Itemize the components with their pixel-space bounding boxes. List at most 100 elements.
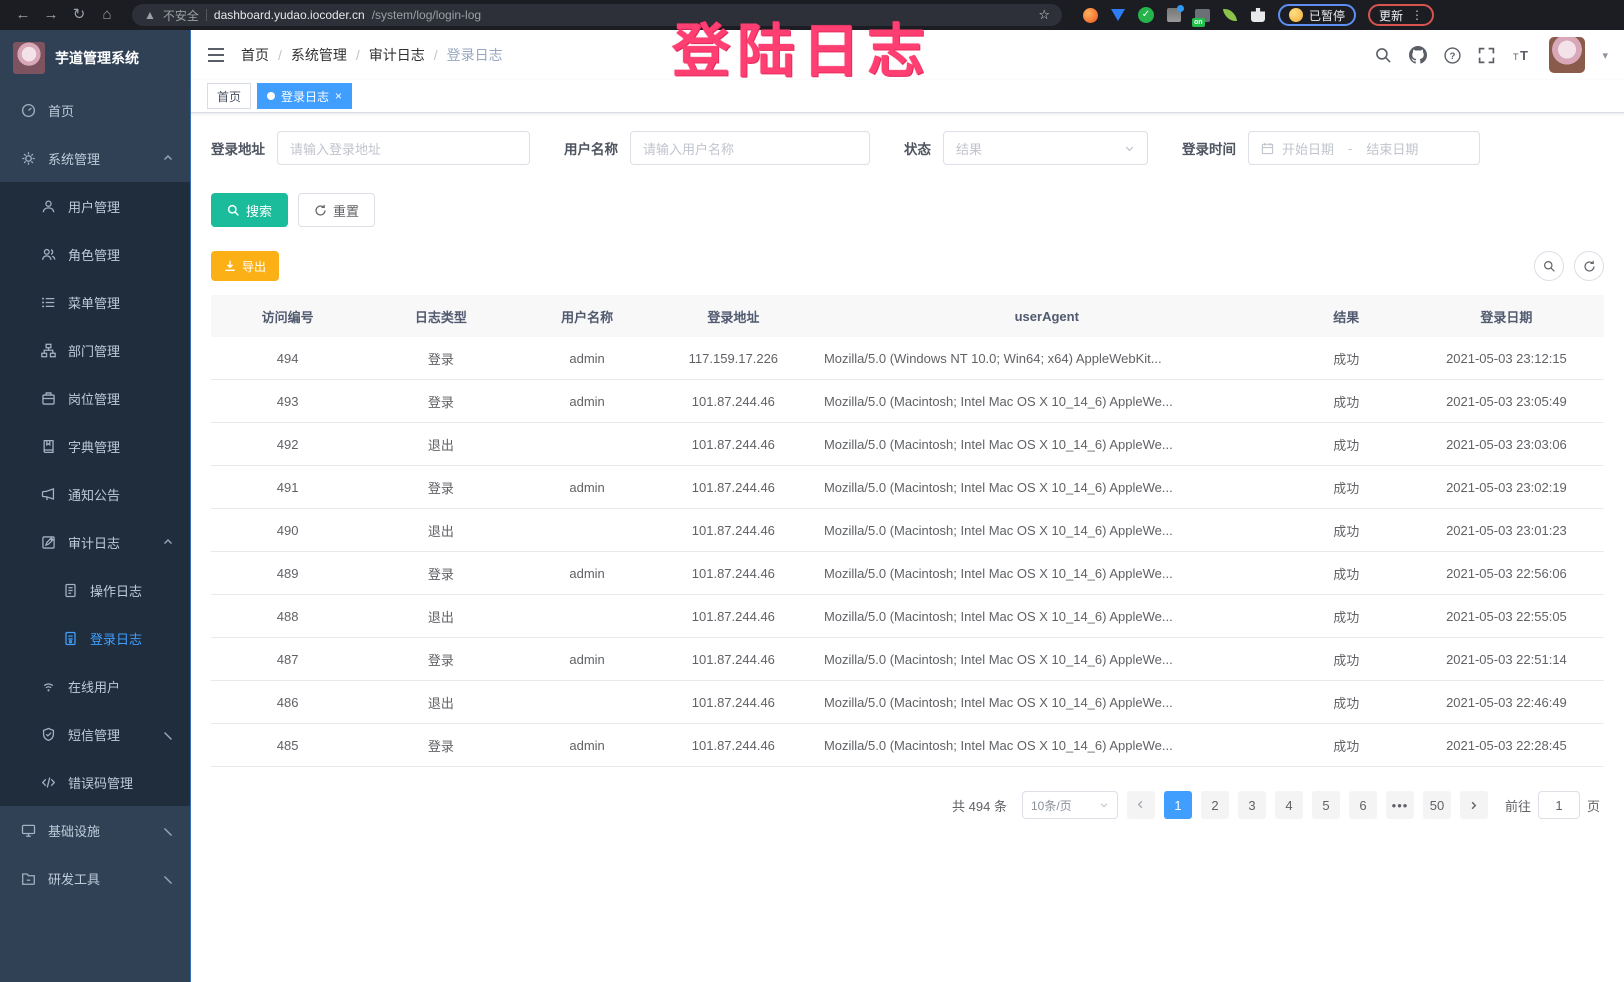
toggle-search-button[interactable] xyxy=(1534,251,1564,281)
page-button-4[interactable]: 4 xyxy=(1274,791,1303,819)
browser-back-button[interactable]: ← xyxy=(15,6,31,23)
github-icon[interactable] xyxy=(1409,46,1428,64)
sidebar-item-online-users[interactable]: 在线用户 xyxy=(0,662,190,710)
sidebar-item-dept-management[interactable]: 部门管理 xyxy=(0,326,190,374)
tag-close-icon[interactable]: × xyxy=(335,89,343,103)
badge-icon xyxy=(40,390,56,406)
table-cell: 成功 xyxy=(1333,738,1360,754)
sidebar-item-dict-management[interactable]: 字典管理 xyxy=(0,422,190,470)
sidebar-item-dev-tools[interactable]: 研发工具 xyxy=(0,854,190,902)
refresh-button[interactable] xyxy=(1574,251,1604,281)
login-address-input[interactable]: 请输入登录地址 xyxy=(277,131,530,165)
tag-active[interactable]: 登录日志 × xyxy=(257,83,353,109)
prev-page-button[interactable] xyxy=(1126,791,1155,819)
table-row: 488 退出 101.87.244.46 Mozilla/5.0 (Macintosh… xyxy=(211,595,1604,638)
export-button[interactable]: 导出 xyxy=(211,251,280,281)
sidebar-item-label: 在线用户 xyxy=(68,679,121,695)
extension-leaf-icon[interactable] xyxy=(1222,7,1238,23)
user-avatar[interactable] xyxy=(1549,37,1586,73)
sidebar-item-label: 登录日志 xyxy=(90,631,143,647)
table-row: 492 退出 101.87.244.46 Mozilla/5.0 (Macintosh… xyxy=(211,423,1604,466)
sidebar-item-audit-log[interactable]: 审计日志 xyxy=(0,518,190,566)
page-button-1[interactable]: 1 xyxy=(1163,791,1192,819)
extension-grid-icon[interactable] xyxy=(1166,7,1182,23)
pagination-total: 共 494 条 xyxy=(952,798,1007,814)
table-cell: 登录 xyxy=(427,566,454,582)
table-cell: 487 xyxy=(276,651,299,667)
browser-profile-paused-pill[interactable]: 已暂停 xyxy=(1278,4,1357,26)
next-page-button[interactable] xyxy=(1459,791,1488,819)
sidebar-item-infrastructure[interactable]: 基础设施 xyxy=(0,806,190,854)
page-button-5[interactable]: 5 xyxy=(1311,791,1340,819)
table-cell: 成功 xyxy=(1333,609,1360,625)
table-cell: Mozilla/5.0 (Macintosh; Intel Mac OS X 1… xyxy=(823,608,1173,624)
table-cell: 2021-05-03 23:05:49 xyxy=(1446,393,1567,409)
table-row: 494 登录 admin 117.159.17.226 Mozilla/5.0 (Win… xyxy=(211,337,1604,380)
login-time-range-picker[interactable]: 开始日期 - 结束日期 xyxy=(1248,131,1480,165)
page-button-6[interactable]: 6 xyxy=(1348,791,1377,819)
sidebar-item-label: 系统管理 xyxy=(48,151,101,167)
table-cell: Mozilla/5.0 (Macintosh; Intel Mac OS X 1… xyxy=(823,522,1173,538)
sidebar-item-notice[interactable]: 通知公告 xyxy=(0,470,190,518)
help-icon[interactable]: ? xyxy=(1444,46,1462,64)
sidebar-item-sms-management[interactable]: 短信管理 xyxy=(0,710,190,758)
sidebar-item-role-management[interactable]: 角色管理 xyxy=(0,230,190,278)
fullscreen-icon[interactable] xyxy=(1478,47,1495,64)
extension-green-icon[interactable]: ✓ xyxy=(1138,7,1154,23)
search-filter-form: 登录地址 请输入登录地址 用户名称 请输入用户名称 状态 结果 xyxy=(211,131,1604,165)
breadcrumb-item[interactable]: 审计日志 xyxy=(368,47,425,63)
sidebar-item-operation-log[interactable]: 操作日志 xyxy=(0,566,190,614)
extensions-puzzle-icon[interactable] xyxy=(1250,7,1266,23)
sidebar-item-system-management[interactable]: 系统管理 xyxy=(0,134,190,182)
table-cell: 退出 xyxy=(427,437,454,453)
search-icon[interactable] xyxy=(1375,47,1392,64)
app-logo[interactable]: 芋道管理系统 xyxy=(0,30,190,86)
status-select[interactable]: 结果 xyxy=(943,131,1148,165)
table-cell: 成功 xyxy=(1333,566,1360,582)
reset-button[interactable]: 重置 xyxy=(298,193,376,227)
page-button-2[interactable]: 2 xyxy=(1200,791,1229,819)
sidebar-item-user-management[interactable]: 用户管理 xyxy=(0,182,190,230)
extension-gem-icon[interactable] xyxy=(1110,7,1126,23)
sidebar-item-error-code-management[interactable]: 错误码管理 xyxy=(0,758,190,806)
svg-text:T: T xyxy=(1513,52,1519,62)
table-cell: Mozilla/5.0 (Macintosh; Intel Mac OS X 1… xyxy=(823,694,1173,710)
browser-reload-button[interactable]: ↻ xyxy=(72,6,86,23)
bookmark-star-icon[interactable]: ☆ xyxy=(1038,7,1050,22)
pagination-more-button[interactable]: ••• xyxy=(1385,791,1414,819)
breadcrumb-item[interactable]: 首页 xyxy=(241,47,269,63)
extension-list-icon[interactable]: on xyxy=(1192,7,1210,27)
table-header-cell: 日志类型 xyxy=(414,309,467,325)
sidebar-item-home[interactable]: 首页 xyxy=(0,86,190,134)
hamburger-icon[interactable] xyxy=(207,47,225,63)
page-button-50[interactable]: 50 xyxy=(1422,791,1451,819)
browser-address-bar[interactable]: ▲ 不安全 dashboard.yudao.iocoder.cn/system/… xyxy=(132,4,1062,26)
page-button-3[interactable]: 3 xyxy=(1237,791,1266,819)
page-size-select[interactable]: 10条/页 xyxy=(1021,791,1118,819)
search-button[interactable]: 搜索 xyxy=(211,193,289,227)
sidebar-item-post-management[interactable]: 岗位管理 xyxy=(0,374,190,422)
tree-icon xyxy=(40,342,56,358)
goto-page-input[interactable] xyxy=(1537,791,1580,819)
tag-item[interactable]: 首页 xyxy=(207,83,252,109)
browser-menu-dots-icon[interactable]: ⋮ xyxy=(1411,8,1424,22)
tag-label: 登录日志 xyxy=(281,89,330,104)
breadcrumb-separator: / xyxy=(278,47,282,63)
sidebar-item-login-log[interactable]: 登录日志 xyxy=(0,614,190,662)
breadcrumb-item[interactable]: 系统管理 xyxy=(290,47,347,63)
gear-icon xyxy=(20,150,36,166)
extension-orange-icon[interactable] xyxy=(1082,7,1098,23)
username-input[interactable]: 请输入用户名称 xyxy=(630,131,870,165)
sidebar-item-menu-management[interactable]: 菜单管理 xyxy=(0,278,190,326)
table-cell: 491 xyxy=(276,479,299,495)
online-icon xyxy=(40,678,56,694)
browser-forward-button[interactable]: → xyxy=(43,6,59,23)
avatar-caret-icon[interactable]: ▾ xyxy=(1602,49,1608,62)
table-cell: 486 xyxy=(276,694,299,710)
username-label: 用户名称 xyxy=(564,142,618,157)
browser-update-pill[interactable]: 更新 ⋮ xyxy=(1368,4,1435,26)
doc2-icon xyxy=(62,630,78,646)
table-header-cell: 用户名称 xyxy=(561,309,614,325)
browser-home-button[interactable]: ⌂ xyxy=(102,6,112,23)
